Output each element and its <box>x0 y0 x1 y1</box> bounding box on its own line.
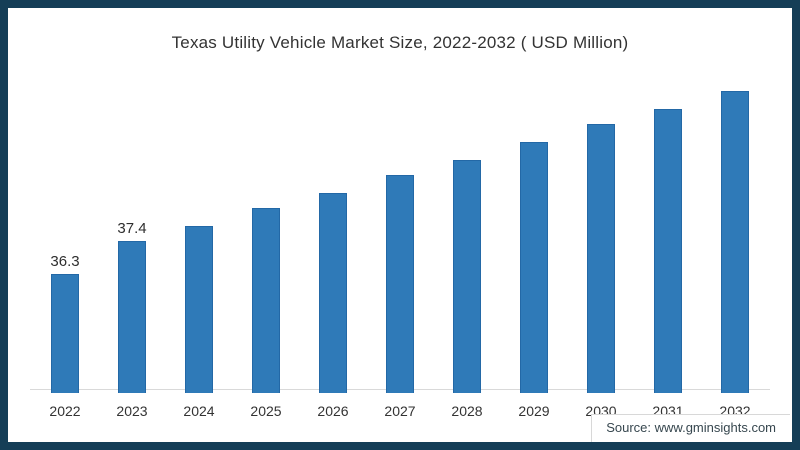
bar-2031 <box>654 109 682 393</box>
bar-2028 <box>453 160 481 393</box>
x-tick-label-2028: 2028 <box>451 403 483 419</box>
bar-2022 <box>51 274 79 393</box>
x-tick-label-2023: 2023 <box>116 403 148 419</box>
bar-2032 <box>721 91 749 393</box>
bar-value-label-2022: 36.3 <box>50 253 80 270</box>
bar-2027 <box>386 175 414 393</box>
x-tick-label-2026: 2026 <box>317 403 349 419</box>
bar-2025 <box>252 208 280 393</box>
source-attribution: Source: www.gminsights.com <box>591 414 790 442</box>
bar-2024 <box>185 226 213 393</box>
plot-area: 36.3 2022 37.4 2023 2024 2025 2026 2027 2028 2029… <box>8 8 792 442</box>
bar-2030 <box>587 124 615 393</box>
bar-2023 <box>118 241 146 393</box>
x-tick-label-2024: 2024 <box>183 403 215 419</box>
bar-value-label-2023: 37.4 <box>117 220 147 237</box>
x-tick-label-2029: 2029 <box>518 403 550 419</box>
bar-2029 <box>520 142 548 393</box>
chart-title: Texas Utility Vehicle Market Size, 2022-… <box>171 33 629 52</box>
x-tick-label-2022: 2022 <box>49 403 81 419</box>
x-tick-label-2027: 2027 <box>384 403 416 419</box>
bar-2026 <box>319 193 347 393</box>
x-tick-label-2025: 2025 <box>250 403 282 419</box>
